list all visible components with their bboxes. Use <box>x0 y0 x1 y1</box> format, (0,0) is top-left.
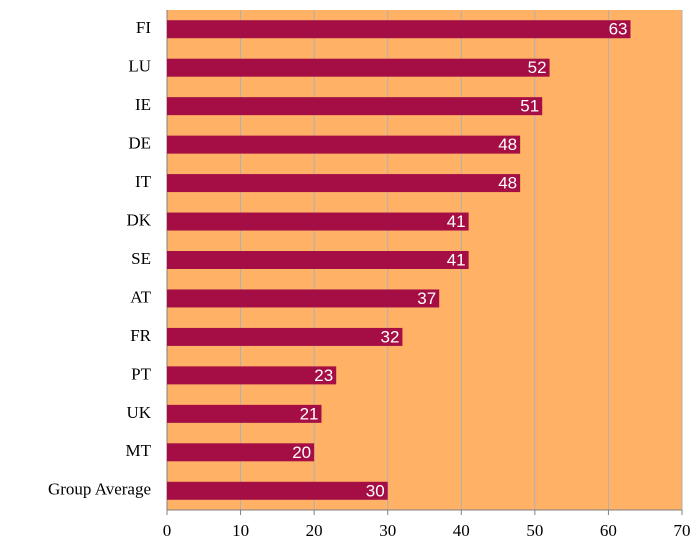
value-label: 51 <box>520 97 539 116</box>
value-label: 52 <box>528 58 547 77</box>
bar <box>167 251 469 269</box>
y-tick-label: PT <box>131 364 151 383</box>
y-tick-label: FI <box>136 18 151 37</box>
bar <box>167 58 550 77</box>
value-label: 41 <box>447 212 466 231</box>
y-tick-label: Group Average <box>48 480 151 499</box>
bar <box>167 481 388 500</box>
bar <box>167 20 631 39</box>
y-tick-label: AT <box>130 287 151 306</box>
value-label: 23 <box>314 366 333 385</box>
y-tick-label: DE <box>128 134 151 153</box>
y-tick-label: UK <box>126 403 151 422</box>
bar <box>167 443 315 462</box>
y-tick-label: MT <box>126 441 152 460</box>
y-tick-label: SE <box>131 249 151 268</box>
value-label: 20 <box>292 443 311 462</box>
bar <box>167 404 322 423</box>
x-tick-label: 20 <box>306 521 323 540</box>
x-tick-label: 50 <box>526 521 543 540</box>
value-label: 41 <box>447 250 466 269</box>
x-tick-label: 60 <box>600 521 617 540</box>
y-tick-label: IT <box>135 172 152 191</box>
y-tick-label: FR <box>130 326 151 345</box>
bar <box>167 135 521 154</box>
bar <box>167 212 469 231</box>
value-label: 32 <box>381 327 400 346</box>
bar <box>167 174 521 193</box>
y-tick-label: IE <box>135 95 151 114</box>
bar <box>167 97 543 116</box>
bar <box>167 289 440 308</box>
value-label: 48 <box>498 174 517 193</box>
x-tick-label: 30 <box>379 521 396 540</box>
value-label: 63 <box>609 20 628 39</box>
x-tick-label: 70 <box>674 521 691 540</box>
value-label: 21 <box>300 404 319 423</box>
bar <box>167 327 403 346</box>
bar <box>167 366 337 385</box>
y-tick-label: DK <box>126 210 151 229</box>
y-tick-label: LU <box>128 57 151 76</box>
value-label: 30 <box>366 481 385 500</box>
value-label: 37 <box>417 289 436 308</box>
value-label: 48 <box>498 135 517 154</box>
x-tick-label: 40 <box>453 521 470 540</box>
x-tick-label: 10 <box>232 521 249 540</box>
x-tick-label: 0 <box>163 521 172 540</box>
